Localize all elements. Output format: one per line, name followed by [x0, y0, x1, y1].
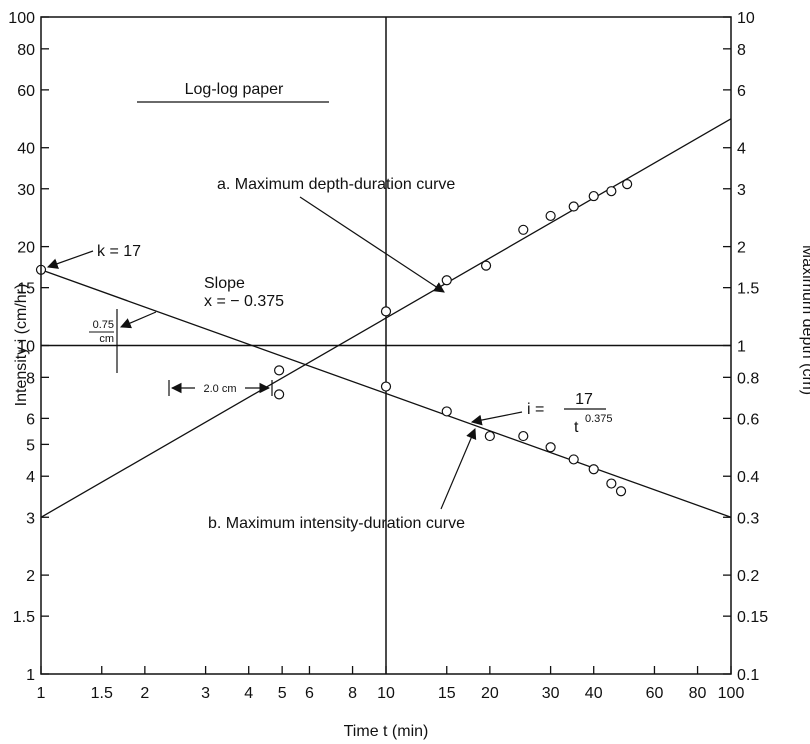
x-tick-label-12: 40 — [585, 685, 603, 702]
curve-a-label: a. Maximum depth-duration curve — [217, 176, 455, 193]
y-left-tick-label-13: 60 — [17, 83, 35, 100]
y-right-tick-label-5: 0.6 — [737, 411, 759, 428]
intensity-point-6 — [518, 430, 529, 442]
depth-point-7 — [606, 186, 617, 197]
slope-arrow — [120, 311, 157, 329]
k-label: k = 17 — [97, 243, 141, 260]
plot-frame — [40, 16, 732, 675]
y-left-tick-label-9: 15 — [17, 281, 35, 298]
depth-point-6 — [588, 190, 599, 202]
y-right-tick-label-7: 1 — [737, 339, 746, 356]
depth-point-1 — [441, 275, 452, 286]
intensity-point-9 — [588, 464, 599, 475]
x-tick-label-0: 1 — [37, 685, 46, 702]
intensity-point-2 — [274, 389, 285, 400]
k-arrow — [46, 250, 94, 269]
y-right-tick-label-0: 0.1 — [737, 667, 759, 684]
y-right-tick-label-10: 3 — [737, 182, 746, 199]
x-tick-label-8: 10 — [377, 685, 395, 702]
y-right-tick-label-11: 4 — [737, 141, 746, 158]
x-tick-label-3: 3 — [201, 685, 210, 702]
x-tick-label-9: 15 — [438, 685, 456, 702]
y-right-tick-label-14: 10 — [737, 10, 755, 27]
fit-lines — [40, 118, 732, 518]
equation-denominator: t — [574, 419, 579, 436]
y-left-tick-label-15: 100 — [8, 10, 35, 27]
intensity-point-10 — [606, 478, 617, 489]
depth-point-5 — [568, 201, 579, 212]
x-tick-label-10: 20 — [481, 685, 499, 702]
y-left-tick-label-11: 30 — [17, 182, 35, 199]
slope-value: x = − 0.375 — [204, 293, 284, 310]
intensity-point-5 — [484, 430, 495, 442]
curve-b-pointer — [440, 428, 477, 510]
y-left-tick-label-14: 80 — [17, 42, 35, 59]
intensity-point-1 — [274, 365, 285, 376]
y-left-tick-label-3: 3 — [26, 510, 35, 527]
intensity-point-4 — [441, 406, 452, 417]
x-axis-title: Time t (min) — [344, 723, 429, 740]
y-right-tick-label-9: 2 — [737, 240, 746, 257]
y-left-tick-label-0: 1 — [26, 667, 35, 684]
y-left-tick-label-7: 8 — [26, 370, 35, 387]
x-tick-label-2: 2 — [140, 685, 149, 702]
y-right-tick-label-8: 1.5 — [737, 281, 759, 298]
x-tick-label-14: 80 — [689, 685, 707, 702]
x-tick-label-13: 60 — [646, 685, 664, 702]
x-tick-label-15: 100 — [718, 685, 745, 702]
equation-numerator: 17 — [575, 391, 593, 408]
rise-label: 0.75 — [93, 319, 114, 331]
y-axis-title-right: Maximum depth (cm) — [799, 245, 810, 395]
paper-label: Log-log paper — [185, 81, 284, 98]
y-left-tick-label-12: 40 — [17, 141, 35, 158]
curve-b-label: b. Maximum intensity-duration curve — [208, 515, 465, 532]
y-left-tick-label-4: 4 — [26, 469, 35, 486]
axis-ticks: 1 1.5 2 3 4 5 6 8 10 15 20 30 40 60 80 100 1 1.5 2 3 4 5 6 8 10 1… — [8, 10, 768, 702]
equation-exponent: 0.375 — [585, 413, 613, 425]
depth-fit-line — [40, 118, 732, 518]
x-tick-label-4: 4 — [244, 685, 253, 702]
y-left-tick-label-8: 10 — [17, 339, 35, 356]
intensity-point-8 — [568, 454, 579, 465]
slope-title: Slope — [204, 275, 245, 292]
intensity-point-7 — [545, 442, 556, 453]
curve-a-pointer — [299, 196, 445, 293]
y-left-tick-label-6: 6 — [26, 411, 35, 428]
x-tick-label-11: 30 — [542, 685, 560, 702]
y-right-tick-label-2: 0.2 — [737, 568, 759, 585]
y-right-tick-label-12: 6 — [737, 83, 746, 100]
equation-pointer — [470, 411, 523, 426]
rise-unit: cm — [99, 333, 114, 345]
depth-point-8 — [622, 178, 633, 190]
y-left-tick-label-5: 5 — [26, 437, 35, 454]
y-axis-title-left: Intensity i (cm/hr) — [13, 284, 30, 407]
y-right-tick-label-13: 8 — [737, 42, 746, 59]
equation-lhs: i = — [527, 401, 544, 418]
depth-point-3 — [518, 224, 529, 235]
reference-lines — [41, 17, 731, 674]
depth-point-2 — [480, 260, 492, 271]
x-tick-label-5: 5 — [278, 685, 287, 702]
x-tick-label-6: 6 — [305, 685, 314, 702]
y-left-tick-label-2: 2 — [26, 568, 35, 585]
run-label: 2.0 cm — [203, 383, 236, 395]
y-right-tick-label-4: 0.4 — [737, 469, 759, 486]
y-right-tick-label-6: 0.8 — [737, 370, 759, 387]
x-tick-label-1: 1.5 — [91, 685, 113, 702]
y-right-tick-label-3: 0.3 — [737, 510, 759, 527]
y-left-tick-label-10: 20 — [17, 240, 35, 257]
intensity-point-3 — [380, 381, 392, 392]
depth-point-0 — [380, 306, 392, 317]
x-tick-label-7: 8 — [348, 685, 357, 702]
intensity-point-11 — [615, 486, 627, 497]
intensity-fit-line — [40, 269, 732, 518]
depth-point-4 — [545, 210, 556, 222]
y-left-tick-label-1: 1.5 — [13, 609, 35, 626]
y-right-tick-label-1: 0.15 — [737, 609, 768, 626]
data-points — [35, 178, 633, 497]
